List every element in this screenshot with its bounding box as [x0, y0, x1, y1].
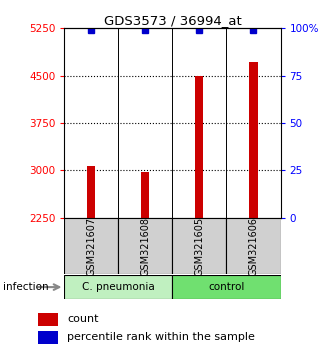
Text: infection: infection: [3, 282, 49, 292]
Bar: [64, 218, 118, 274]
Bar: [118, 218, 173, 274]
Bar: [87, 166, 95, 218]
Text: GSM321608: GSM321608: [140, 217, 150, 275]
Text: GSM321605: GSM321605: [194, 216, 205, 276]
Text: count: count: [67, 314, 99, 324]
Text: C. pneumonia: C. pneumonia: [82, 282, 155, 292]
Bar: [173, 218, 226, 274]
Bar: [64, 275, 173, 299]
Bar: [38, 331, 58, 344]
Text: GSM321607: GSM321607: [86, 216, 96, 276]
Text: percentile rank within the sample: percentile rank within the sample: [67, 332, 255, 342]
Bar: [249, 62, 257, 218]
Text: GSM321606: GSM321606: [248, 217, 258, 275]
Text: control: control: [208, 282, 245, 292]
Bar: [141, 172, 149, 218]
Bar: [226, 218, 280, 274]
Bar: [173, 275, 280, 299]
Bar: [195, 76, 204, 218]
Title: GDS3573 / 36994_at: GDS3573 / 36994_at: [104, 14, 241, 27]
Bar: [38, 313, 58, 326]
